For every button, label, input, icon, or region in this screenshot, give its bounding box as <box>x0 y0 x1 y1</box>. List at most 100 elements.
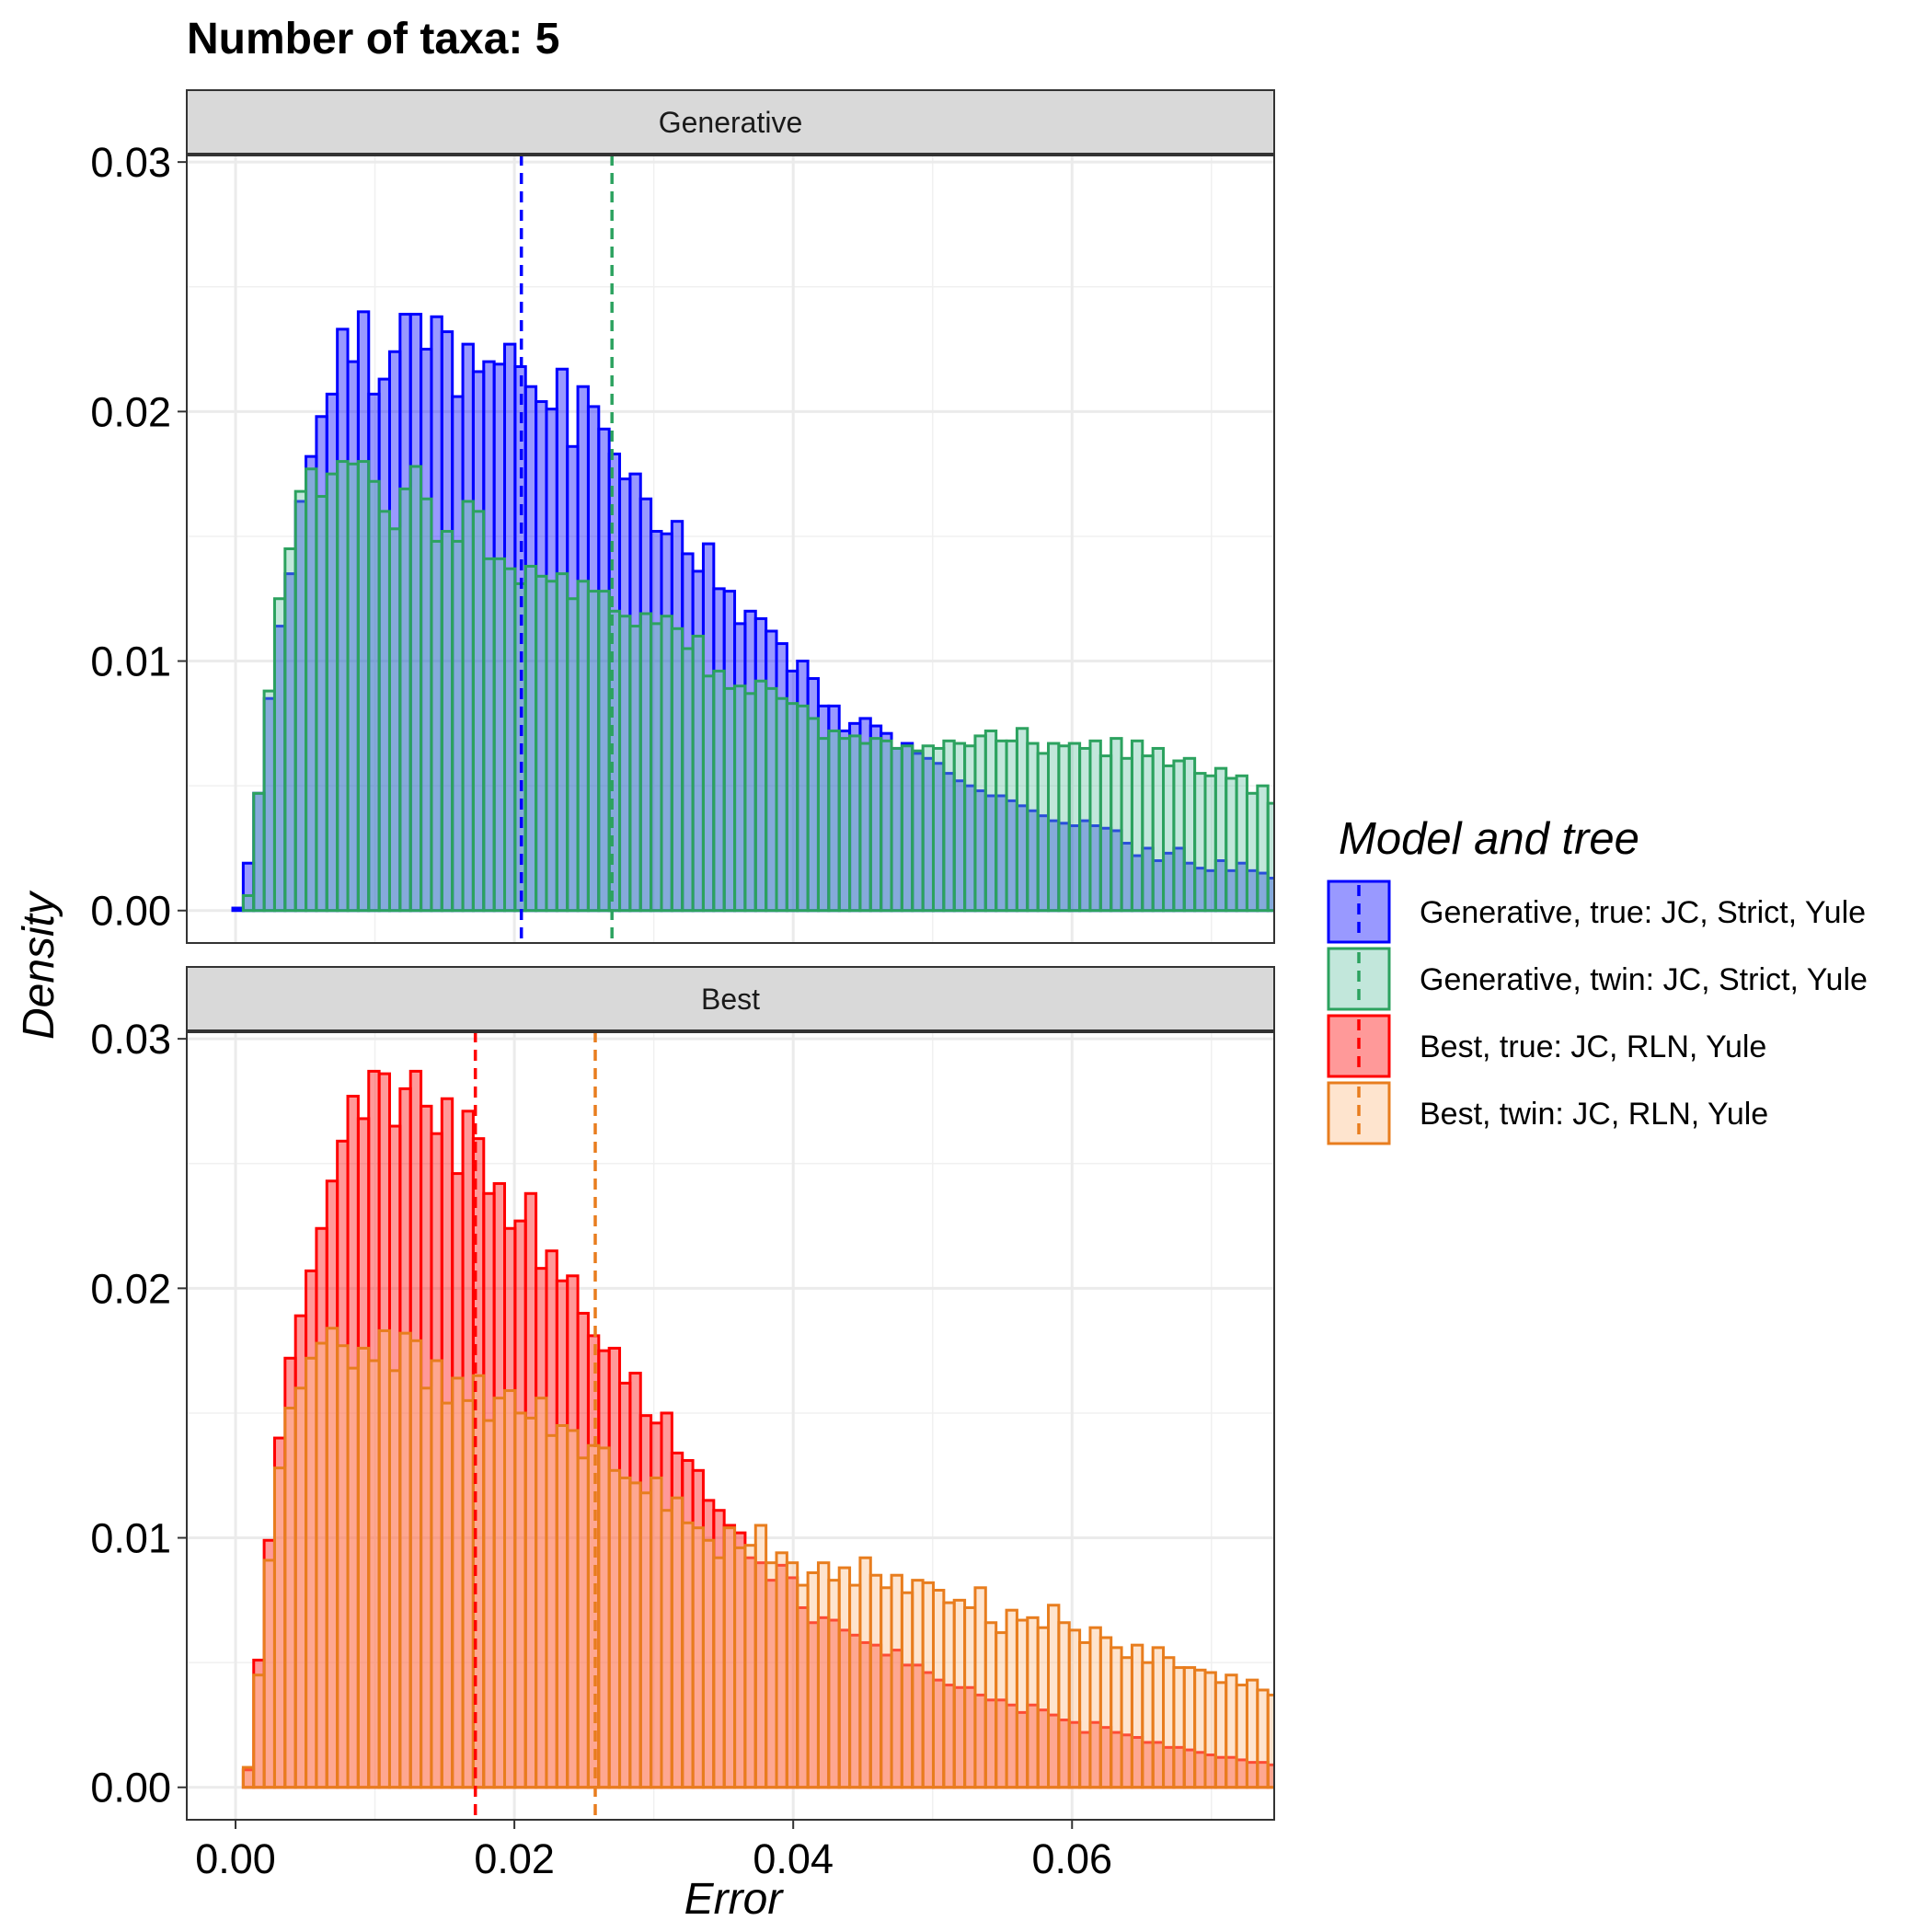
histogram-bar <box>398 487 412 913</box>
histogram-bar <box>586 1443 601 1789</box>
strip-background <box>186 89 1275 155</box>
histogram-bar <box>231 906 245 913</box>
legend-item: Generative, twin: JC, Strict, Yule <box>1327 947 1868 1011</box>
histogram-bar <box>806 717 820 913</box>
x-tick-label: 0.06 <box>1031 1835 1112 1882</box>
histogram-bar <box>837 1566 852 1789</box>
histogram-bar <box>1162 1656 1176 1789</box>
histogram-bar <box>482 557 496 913</box>
histogram-bar <box>523 1416 538 1789</box>
histogram-bar <box>1203 1671 1217 1789</box>
histogram-bar <box>1373 1708 1383 1788</box>
histogram-bar <box>827 729 841 913</box>
histogram-bar <box>1120 1656 1133 1789</box>
histogram-bar <box>1299 1693 1309 1788</box>
histogram-bar <box>283 1407 297 1789</box>
histogram-bar <box>503 567 517 913</box>
histogram-bar <box>1299 883 1309 911</box>
histogram-bar <box>880 1586 893 1789</box>
histogram-bar <box>451 539 465 913</box>
histogram-bar <box>1394 1697 1404 1788</box>
histogram-bar <box>1320 1772 1330 1787</box>
histogram-bar <box>252 1673 266 1789</box>
histogram-bar <box>377 1328 391 1789</box>
histogram-bar <box>440 530 454 913</box>
histogram-bar <box>555 572 569 913</box>
histogram-bar <box>262 689 276 913</box>
histogram-bar <box>1235 774 1248 913</box>
histogram-bar <box>1279 793 1289 910</box>
histogram-bar <box>1362 1703 1372 1788</box>
histogram-bar <box>336 1344 350 1789</box>
histogram-bar <box>765 686 778 913</box>
histogram-bar <box>1341 1697 1351 1788</box>
histogram-bar <box>1098 754 1113 913</box>
histogram-bar <box>1310 1697 1320 1788</box>
bars <box>231 310 1309 913</box>
histogram-bar <box>952 1598 967 1789</box>
histogram-bar <box>638 612 653 913</box>
histogram-bar <box>1120 756 1133 913</box>
histogram-bar <box>420 497 433 913</box>
histogram-bar <box>1015 1618 1029 1789</box>
histogram-bar <box>848 734 862 913</box>
histogram-bar <box>712 1556 726 1789</box>
histogram-bar <box>325 472 339 913</box>
histogram-bar <box>1266 1693 1274 1789</box>
histogram-bar <box>398 1331 412 1789</box>
y-tick-label: 0.00 <box>90 1765 171 1811</box>
histogram-bar <box>293 489 308 913</box>
histogram-bar <box>701 1538 716 1789</box>
legend-item: Best, true: JC, RLN, Yule <box>1327 1014 1766 1078</box>
histogram-bar <box>681 1521 695 1789</box>
histogram-bar <box>586 590 601 913</box>
histogram-bar <box>1172 759 1186 913</box>
histogram-bar <box>1213 766 1228 913</box>
histogram-bar <box>1235 1684 1248 1789</box>
histogram-bar <box>408 465 423 913</box>
histogram-bar <box>555 1424 569 1789</box>
histogram-bar <box>535 1397 548 1789</box>
legend-title: Model and tree <box>1339 814 1639 864</box>
histogram-bar <box>1047 742 1061 913</box>
histogram-bar <box>942 739 956 913</box>
histogram-bar <box>963 1605 977 1789</box>
histogram-bar <box>1279 880 1289 911</box>
histogram-bar <box>733 684 747 913</box>
histogram-bar <box>712 669 726 913</box>
legend-label: Best, twin: JC, RLN, Yule <box>1420 1097 1768 1132</box>
y-tick-label: 0.01 <box>90 1515 171 1562</box>
histogram-bar <box>995 739 1008 913</box>
histogram-bar <box>1279 1687 1289 1787</box>
histogram-bar <box>1088 739 1102 913</box>
histogram-bar <box>1015 727 1029 913</box>
histogram-bar <box>775 1551 788 1789</box>
histogram-bar <box>1279 1767 1289 1788</box>
histogram-bar <box>252 791 266 913</box>
histogram-bar <box>722 1526 737 1789</box>
histogram-bar <box>408 1339 423 1789</box>
histogram-bar <box>377 510 391 913</box>
x-tick-label: 0.02 <box>474 1835 555 1882</box>
panels: Generative 0.00 0.01 0.02 0.03 Best 0.00 0.01 0.… <box>90 89 1404 1882</box>
histogram-bar <box>660 1509 673 1789</box>
histogram-bar <box>1203 774 1217 913</box>
histogram-bar <box>858 742 872 913</box>
histogram-bar <box>545 1433 558 1789</box>
histogram-bar <box>1047 1604 1061 1789</box>
legend-item: Generative, true: JC, Strict, Yule <box>1327 880 1866 944</box>
histogram-bar <box>1289 799 1299 911</box>
histogram-bar <box>1266 801 1274 913</box>
histogram-bar <box>660 615 673 913</box>
histogram-bar <box>701 674 716 913</box>
strip-label: Generative <box>659 106 803 139</box>
histogram-bar <box>566 1429 580 1789</box>
histogram-bar <box>1351 1700 1362 1788</box>
histogram-bar <box>367 479 381 913</box>
y-tick-label: 0.03 <box>90 139 171 186</box>
histogram-bar <box>545 580 558 913</box>
histogram-bar <box>753 679 768 913</box>
histogram-bar <box>356 460 371 913</box>
histogram-bar <box>315 495 328 913</box>
